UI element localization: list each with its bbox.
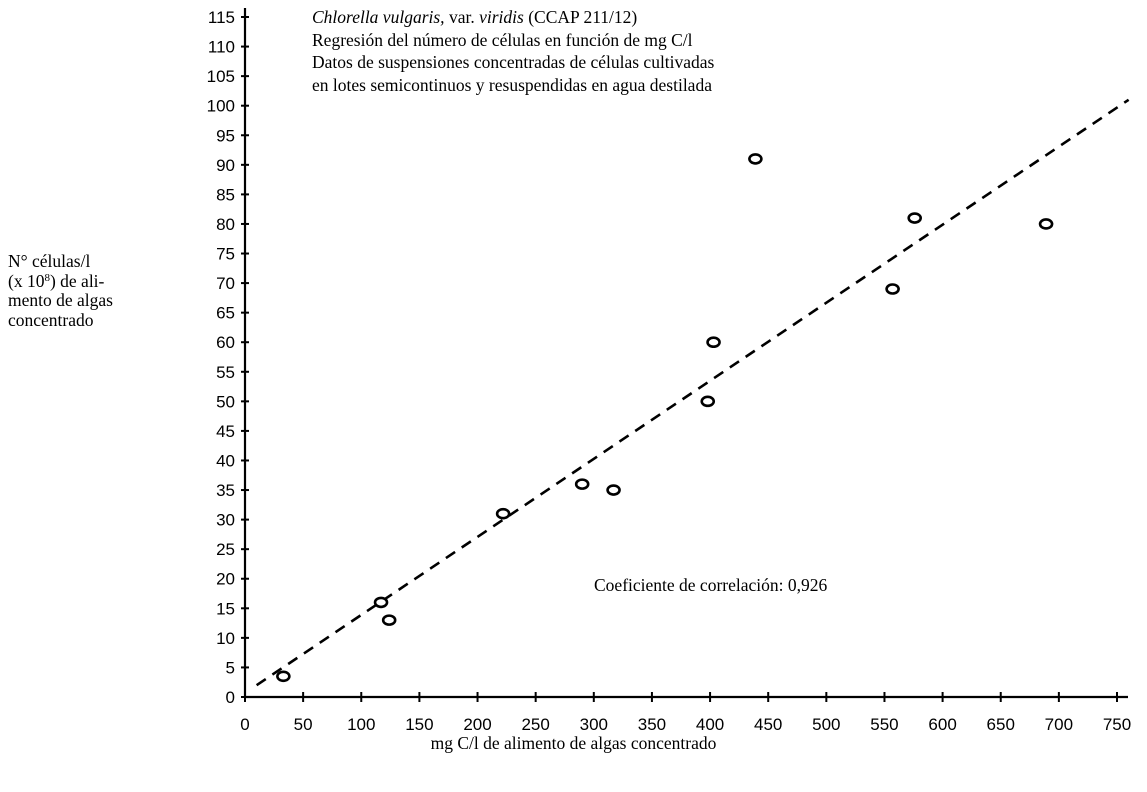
data-point	[748, 153, 763, 165]
data-point	[574, 478, 590, 490]
y-tick-label: 20	[216, 570, 235, 589]
x-tick-label: 750	[1103, 715, 1131, 734]
y-tick-label: 55	[216, 363, 235, 382]
y-tick-label: 45	[216, 422, 235, 441]
title-line-2: Regresión del número de células en funci…	[312, 30, 693, 50]
y-tick-label: 10	[216, 629, 235, 648]
x-tick-label: 300	[580, 715, 608, 734]
y-tick-label: 15	[216, 599, 235, 618]
x-tick-label: 700	[1045, 715, 1073, 734]
data-point	[373, 596, 389, 609]
correlation-annotation: Coeficiente de correlación: 0,926	[594, 575, 827, 595]
y-tick-label: 0	[226, 688, 235, 707]
y-axis-label: N° células/l (x 108) de ali- mento de al…	[8, 251, 178, 330]
y-tick-label: 85	[216, 185, 235, 204]
y-tick-label: 90	[216, 156, 235, 175]
y-axis-label-line-4: concentrado	[8, 309, 94, 330]
regression-line	[255, 98, 1130, 687]
y-tick-label: 110	[208, 38, 235, 57]
axis-ticks	[241, 16, 1118, 702]
x-tick-label: 0	[240, 715, 249, 734]
y-tick-label: 35	[216, 481, 235, 500]
title-line-4: en lotes semicontinuos y resuspendidas e…	[312, 75, 712, 95]
y-axis-label-line-3: mento de algas	[8, 290, 113, 310]
x-tick-label: 150	[405, 715, 433, 734]
y-tick-label: 30	[216, 511, 235, 530]
data-point	[495, 507, 511, 520]
data-point	[1038, 218, 1054, 230]
data-point	[706, 336, 721, 349]
title-line-1: Chlorella vulgaris, var. viridis (CCAP 2…	[312, 7, 637, 27]
x-tick-label: 550	[870, 715, 898, 734]
y-tick-label: 40	[216, 451, 235, 470]
y-tick-label: 70	[216, 274, 235, 293]
y-tick-label: 50	[216, 392, 235, 411]
y-tick-label: 95	[216, 126, 235, 145]
regression-line-group	[255, 98, 1130, 687]
y-axis-label-line-1: N° células/l	[8, 251, 91, 271]
y-tick-label: 5	[226, 658, 235, 677]
x-tick-label: 200	[463, 715, 491, 734]
data-point	[700, 395, 716, 408]
x-tick-label: 50	[294, 715, 313, 734]
data-point	[907, 212, 922, 224]
y-axis-label-line-2: (x 108) de ali-	[8, 270, 105, 291]
y-tick-label: 105	[207, 67, 235, 86]
tick-labels: 0 5 10 15 20 25 30 35 40 45 50 55 60 65 70 75 80 85 90 95 10…	[207, 8, 1132, 734]
x-axis-label: mg C/l de alimento de algas concentrado	[430, 733, 717, 753]
chart-title: Chlorella vulgaris, var. viridis (CCAP 2…	[312, 7, 715, 95]
x-tick-label: 600	[928, 715, 956, 734]
x-tick-label: 100	[347, 715, 375, 734]
y-tick-label: 65	[216, 304, 235, 323]
data-point	[381, 614, 397, 626]
x-tick-label: 250	[521, 715, 549, 734]
axes	[243, 8, 1128, 699]
y-tick-label: 80	[216, 215, 235, 234]
x-tick-label: 350	[638, 715, 666, 734]
y-tick-label: 100	[207, 97, 235, 116]
data-point	[276, 670, 291, 683]
title-line-3: Datos de suspensiones concentradas de cé…	[312, 52, 715, 72]
data-point	[885, 283, 900, 295]
data-point	[606, 484, 621, 496]
x-tick-label: 650	[987, 715, 1015, 734]
x-tick-label: 450	[754, 715, 782, 734]
y-tick-label: 25	[216, 540, 235, 559]
y-tick-label: 75	[216, 245, 235, 264]
x-tick-label: 400	[696, 715, 724, 734]
x-tick-label: 500	[812, 715, 840, 734]
y-tick-label: 60	[216, 333, 235, 352]
data-points	[276, 153, 1054, 683]
y-tick-label: 115	[208, 8, 235, 27]
